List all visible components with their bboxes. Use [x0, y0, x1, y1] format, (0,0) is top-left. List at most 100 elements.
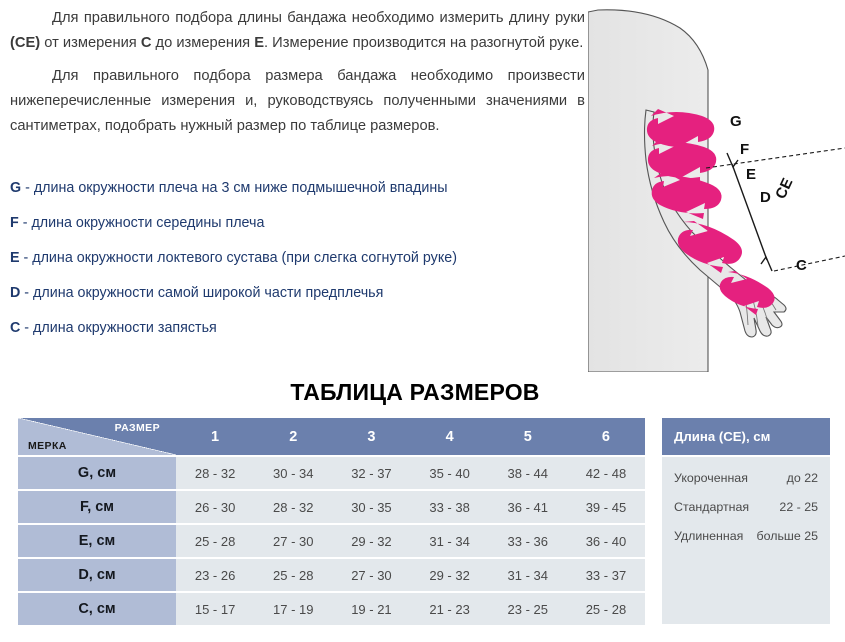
cell-c-4: 21 - 23 — [429, 601, 470, 617]
diagram-label-c: C — [796, 257, 807, 274]
row-label-d: D, см — [18, 559, 176, 591]
cell-c-6: 25 - 28 — [585, 601, 627, 617]
table-row: F, см 26 - 30 28 - 32 30 - 35 33 - 38 36… — [18, 491, 645, 523]
length-table: Длина (СЕ), см Укороченная до 22 Стандар… — [662, 418, 830, 624]
corner-label-measure: МЕРКА — [28, 440, 67, 452]
ce-guide-bottom — [773, 255, 845, 272]
intro-p1-c: C — [140, 35, 152, 51]
row-label-g: G, см — [18, 457, 176, 489]
legend-key-g: G — [10, 180, 22, 196]
cell-e-3: 29 - 32 — [351, 533, 392, 549]
measurement-legend: G - длина окружности плеча на 3 см ниже … — [10, 180, 585, 355]
legend-item-g: G - длина окружности плеча на 3 см ниже … — [10, 180, 585, 197]
legend-text-d: - длина окружности самой широкой части п… — [20, 285, 384, 301]
length-table-body: Укороченная до 22 Стандартная 22 - 25 Уд… — [662, 457, 830, 624]
legend-item-d: D - длина окружности самой широкой части… — [10, 285, 585, 302]
cell-g-5: 38 - 44 — [507, 465, 549, 481]
length-label-long: Удлиненная — [674, 529, 744, 543]
size-header-5: 5 — [523, 428, 532, 445]
size-table-header-row: РАЗМЕР МЕРКА 1 2 3 4 5 6 — [18, 418, 645, 455]
cell-c-1: 15 - 17 — [194, 601, 236, 617]
row-label-e: E, см — [18, 525, 176, 557]
length-label-standard: Стандартная — [674, 500, 750, 514]
table-row: C, см 15 - 17 17 - 19 19 - 21 21 - 23 23… — [18, 593, 645, 625]
row-cells-d: 23 - 26 25 - 28 27 - 30 29 - 32 31 - 34 … — [176, 559, 645, 591]
legend-key-f: F — [10, 215, 19, 231]
cell-g-1: 28 - 32 — [194, 465, 236, 481]
table-row: D, см 23 - 26 25 - 28 27 - 30 29 - 32 31… — [18, 559, 645, 591]
intro-p1-part2: от измерения — [40, 35, 141, 51]
intro-paragraph-2: Для правильного подбора размера бандажа … — [10, 68, 585, 134]
ce-arrow-head-top — [726, 152, 739, 169]
corner-diagonal-divider — [18, 418, 176, 455]
length-row-short: Укороченная до 22 — [674, 471, 818, 485]
band-c-icon — [719, 271, 775, 315]
row-cells-c: 15 - 17 17 - 19 19 - 21 21 - 23 23 - 25 … — [176, 593, 645, 625]
length-value-standard: 22 - 25 — [779, 500, 818, 514]
ce-arrow-line — [731, 163, 768, 261]
intro-text-block: Для правильного подбора длины бандажа не… — [10, 6, 585, 147]
row-cells-f: 26 - 30 28 - 32 30 - 35 33 - 38 36 - 41 … — [176, 491, 645, 523]
measurement-bands — [646, 109, 775, 315]
cell-d-5: 31 - 34 — [507, 567, 549, 583]
page-title: ТАБЛИЦА РАЗМЕРОВ — [290, 379, 540, 405]
band-d-icon — [677, 221, 742, 273]
intro-p1-part4: . Измерение производится на разогнутой р… — [264, 35, 584, 51]
length-row-standard: Стандартная 22 - 25 — [674, 500, 818, 514]
ce-guide-top — [705, 147, 845, 169]
cell-f-3: 30 - 35 — [351, 499, 392, 515]
cell-f-5: 36 - 41 — [507, 499, 549, 515]
cell-d-4: 29 - 32 — [429, 567, 470, 583]
size-header-4: 4 — [445, 428, 454, 445]
size-header-6: 6 — [601, 428, 610, 445]
legend-item-f: F - длина окружности середины плеча — [10, 215, 585, 232]
cell-f-6: 39 - 45 — [585, 499, 627, 515]
legend-text-e: - длина окружности локтевого сустава (пр… — [19, 250, 457, 266]
ce-dimension-group — [705, 147, 845, 272]
ce-arrow-head-bottom — [760, 255, 773, 272]
size-table: РАЗМЕР МЕРКА 1 2 3 4 5 6 G, см 28 - 32 3… — [18, 418, 645, 625]
row-label-c: C, см — [18, 593, 176, 625]
legend-key-c: C — [10, 320, 21, 336]
cell-d-2: 25 - 28 — [273, 567, 314, 583]
corner-label-size: РАЗМЕР — [114, 422, 160, 434]
table-row: G, см 28 - 32 30 - 34 32 - 37 35 - 40 38… — [18, 457, 645, 489]
intro-paragraph-1: Для правильного подбора длины бандажа не… — [10, 6, 585, 56]
legend-text-f: - длина окружности середины плеча — [18, 215, 265, 231]
legend-text-c: - длина окружности запястья — [20, 320, 217, 336]
legend-item-e: E - длина окружности локтевого сустава (… — [10, 250, 585, 267]
table-corner-cell: РАЗМЕР МЕРКА — [18, 418, 176, 455]
cell-g-6: 42 - 48 — [585, 465, 627, 481]
length-label-short: Укороченная — [674, 471, 748, 485]
size-header-1: 1 — [211, 428, 220, 445]
cell-g-3: 32 - 37 — [351, 465, 392, 481]
cell-c-3: 19 - 21 — [351, 601, 392, 617]
row-cells-e: 25 - 28 27 - 30 29 - 32 31 - 34 33 - 36 … — [176, 525, 645, 557]
cell-e-5: 33 - 36 — [507, 533, 549, 549]
length-row-long: Удлиненная больше 25 — [674, 529, 818, 543]
table-row: E, см 25 - 28 27 - 30 29 - 32 31 - 34 33… — [18, 525, 645, 557]
cell-c-2: 17 - 19 — [273, 601, 314, 617]
intro-p1-e: E — [254, 35, 265, 51]
cell-f-4: 33 - 38 — [429, 499, 470, 515]
diagram-label-ce: CE — [772, 176, 796, 202]
size-header-2: 2 — [289, 428, 298, 445]
cell-d-6: 33 - 37 — [585, 567, 627, 583]
diagram-label-g: G — [730, 113, 742, 130]
legend-key-d: D — [10, 285, 21, 301]
intro-p1-part3: до измерения — [151, 35, 255, 51]
cell-d-3: 27 - 30 — [351, 567, 392, 583]
diagram-label-f: F — [740, 141, 749, 158]
row-cells-g: 28 - 32 30 - 34 32 - 37 35 - 40 38 - 44 … — [176, 457, 645, 489]
cell-e-6: 36 - 40 — [585, 533, 627, 549]
torso-shape — [588, 9, 709, 372]
cell-e-1: 25 - 28 — [194, 533, 236, 549]
arm-measurement-diagram: G F E D C CE — [588, 0, 845, 372]
band-e-icon — [651, 171, 722, 219]
cell-d-1: 23 - 26 — [194, 567, 236, 583]
size-header-3: 3 — [367, 428, 376, 445]
cell-e-4: 31 - 34 — [429, 533, 470, 549]
diagram-label-d: D — [760, 189, 771, 206]
row-label-f: F, см — [18, 491, 176, 523]
intro-p1-part1: Для правильного подбора длины бандажа не… — [52, 10, 585, 26]
